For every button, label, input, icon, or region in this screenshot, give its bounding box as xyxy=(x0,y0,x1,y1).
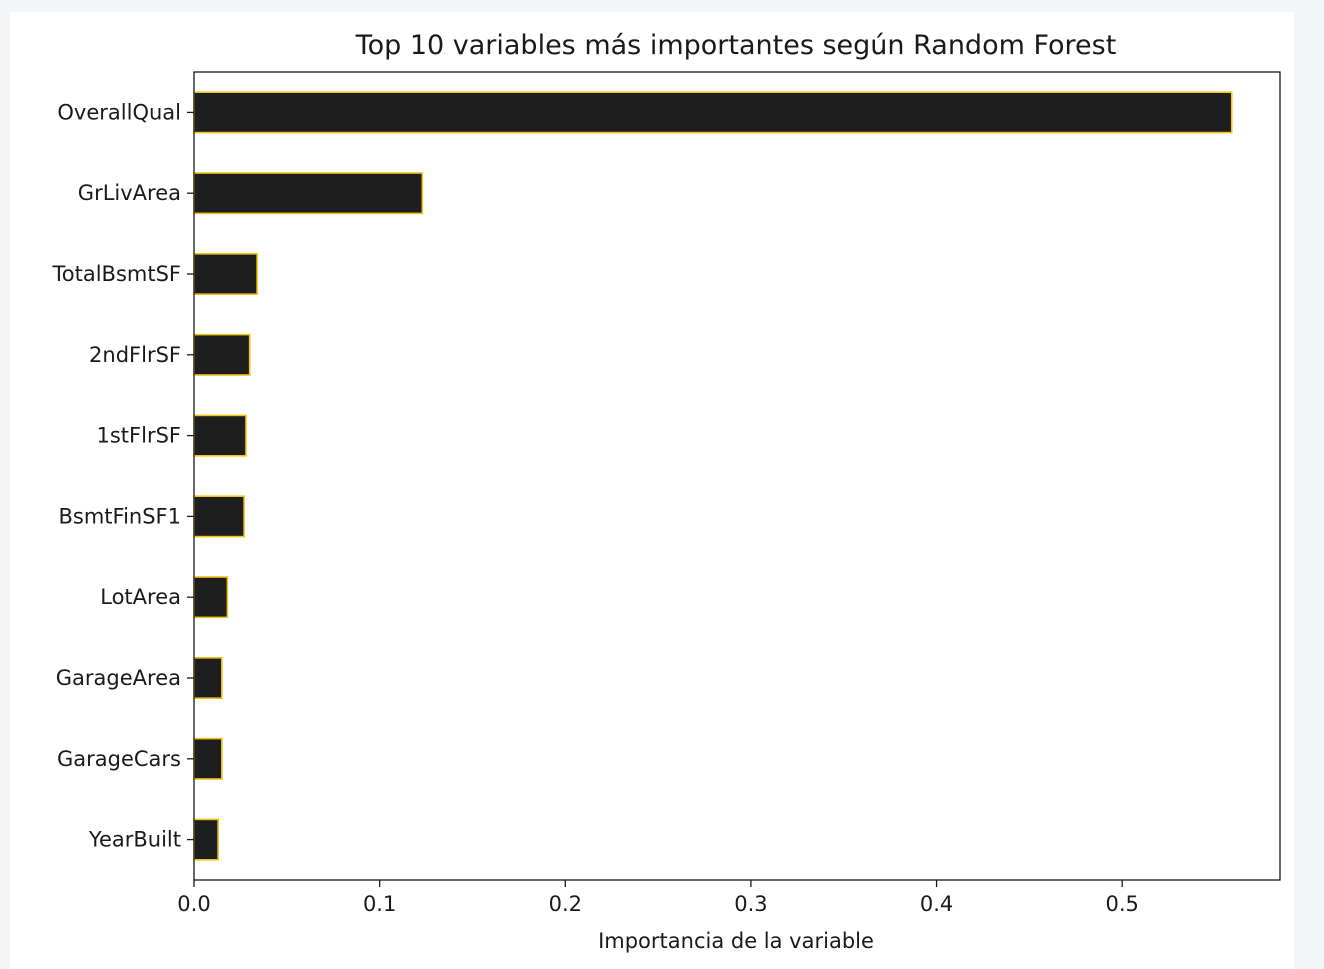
y-tick-label: 2ndFlrSF xyxy=(89,343,181,367)
x-tick-label: 0.4 xyxy=(920,892,953,916)
bar-LotArea xyxy=(193,576,229,619)
y-axis-ticks: OverallQual GrLivArea TotalBsmtSF 2ndFlrSF 1… xyxy=(52,100,194,852)
bar-GrLivArea xyxy=(193,172,424,215)
x-axis-label: Importancia de la variable xyxy=(598,929,874,953)
chart-title: Top 10 variables más importantes según R… xyxy=(355,30,1117,61)
bar-YearBuilt xyxy=(193,818,219,861)
x-tick-label: 0.1 xyxy=(363,892,396,916)
y-tick-label: GrLivArea xyxy=(78,181,181,205)
bar-BsmtFinSF1 xyxy=(193,495,245,538)
bar-GarageArea xyxy=(193,656,223,699)
chart-figure: Top 10 variables más importantes según R… xyxy=(10,12,1294,969)
y-tick-label: LotArea xyxy=(100,585,181,609)
x-tick-label: 0.0 xyxy=(177,892,210,916)
x-axis-ticks: 0.0 0.1 0.2 0.3 0.4 0.5 xyxy=(177,880,1139,916)
plot-frame xyxy=(193,71,1281,881)
y-tick-label: TotalBsmtSF xyxy=(52,262,182,286)
y-tick-label: YearBuilt xyxy=(88,828,181,852)
y-tick-label: GarageCars xyxy=(57,747,181,771)
x-tick-label: 0.5 xyxy=(1106,892,1139,916)
x-tick-label: 0.3 xyxy=(734,892,767,916)
x-tick-label: 0.2 xyxy=(549,892,582,916)
bar-2ndFlrSF xyxy=(193,333,251,376)
bar-TotalBsmtSF xyxy=(193,253,258,296)
y-tick-label: BsmtFinSF1 xyxy=(58,504,181,528)
bar-1stFlrSF xyxy=(193,414,247,457)
y-tick-label: 1stFlrSF xyxy=(97,424,182,448)
bar-chart: Top 10 variables más importantes según R… xyxy=(52,30,1281,953)
bars-group xyxy=(193,91,1233,861)
y-tick-label: OverallQual xyxy=(57,100,181,124)
y-tick-label: GarageArea xyxy=(56,666,181,690)
bar-OverallQual xyxy=(193,91,1233,134)
bar-GarageCars xyxy=(193,737,223,780)
